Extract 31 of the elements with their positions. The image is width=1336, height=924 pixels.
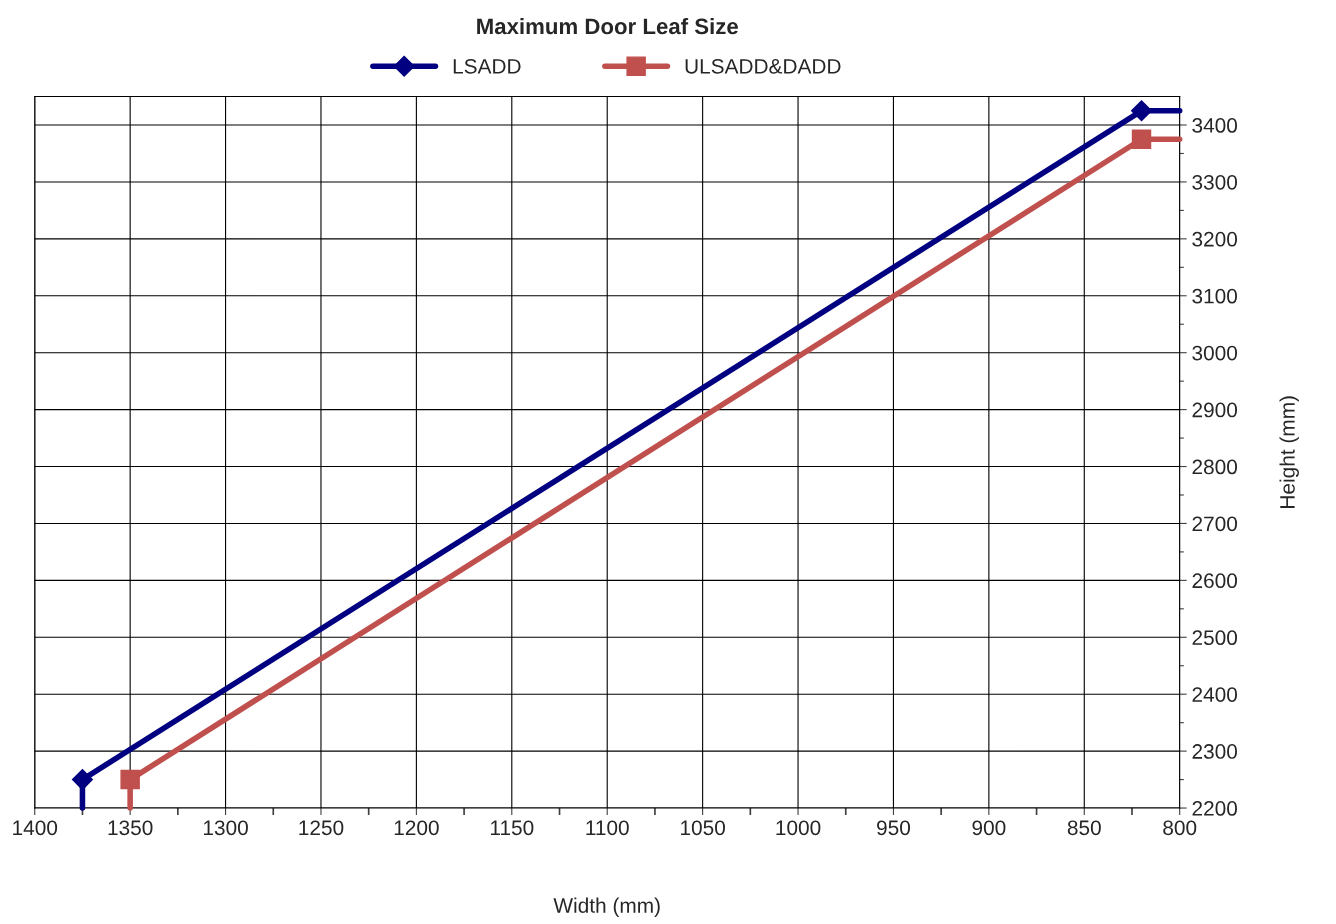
y-tick-label: 3300 (1192, 174, 1238, 190)
y-tick-label: 3000 (1192, 345, 1238, 361)
x-tick-label: 1000 (776, 820, 821, 836)
x-tick-label: 1350 (108, 820, 153, 836)
y-tick-label: 3400 (1192, 118, 1238, 133)
x-axis-title: Width (mm) (553, 897, 660, 918)
x-tick-label: 850 (1067, 820, 1101, 836)
x-tick-label: 1050 (681, 820, 725, 836)
legend-label: LSADD (453, 58, 521, 74)
y-tick-label: 3100 (1192, 288, 1238, 304)
x-tick-label: 800 (1163, 820, 1197, 836)
x-tick-label: 950 (877, 820, 911, 836)
y-tick-label: 2300 (1192, 744, 1238, 759)
y-tick-label: 2900 (1192, 402, 1238, 418)
x-tick-label: 1200 (394, 820, 439, 836)
y-tick-label: 2400 (1192, 687, 1238, 702)
x-tick-label: 900 (972, 820, 1006, 836)
y-tick-label: 2600 (1192, 573, 1238, 589)
y-tick-label: 2700 (1192, 516, 1238, 532)
y-tick-label: 2200 (1192, 801, 1238, 816)
y-axis-title: Height (mm) (1279, 396, 1299, 508)
x-tick-label: 1100 (586, 820, 629, 836)
chart-title: Maximum Door Leaf Size (477, 17, 738, 35)
x-tick-label: 1400 (13, 820, 58, 836)
x-tick-label: 1250 (299, 820, 344, 836)
x-tick-label: 1300 (203, 820, 248, 836)
x-tick-label: 1150 (490, 820, 534, 836)
legend-label: ULSADD&DADD (685, 58, 841, 74)
y-tick-label: 2500 (1192, 630, 1238, 646)
y-tick-label: 2800 (1192, 459, 1238, 475)
y-tick-label: 3200 (1192, 231, 1238, 247)
